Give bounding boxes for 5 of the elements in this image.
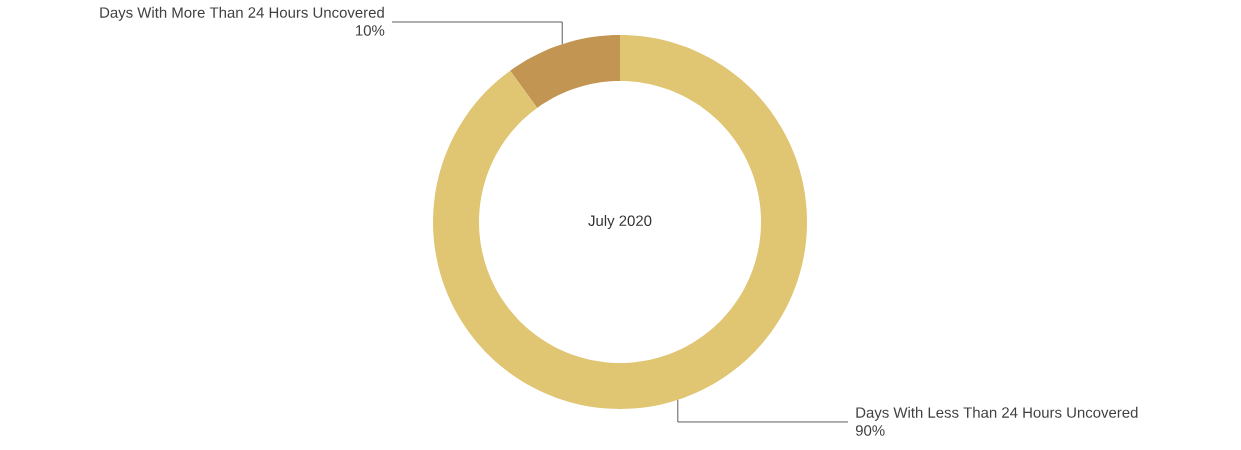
slice-label: Days With Less Than 24 Hours Uncovered: [856, 406, 1138, 421]
text: July 2020: [588, 215, 652, 229]
data-label: 10%: [356, 25, 385, 36]
slice-label: Days With More Than 24 Hours Uncovered: [100, 6, 384, 21]
data-label: 90%: [855, 425, 885, 436]
